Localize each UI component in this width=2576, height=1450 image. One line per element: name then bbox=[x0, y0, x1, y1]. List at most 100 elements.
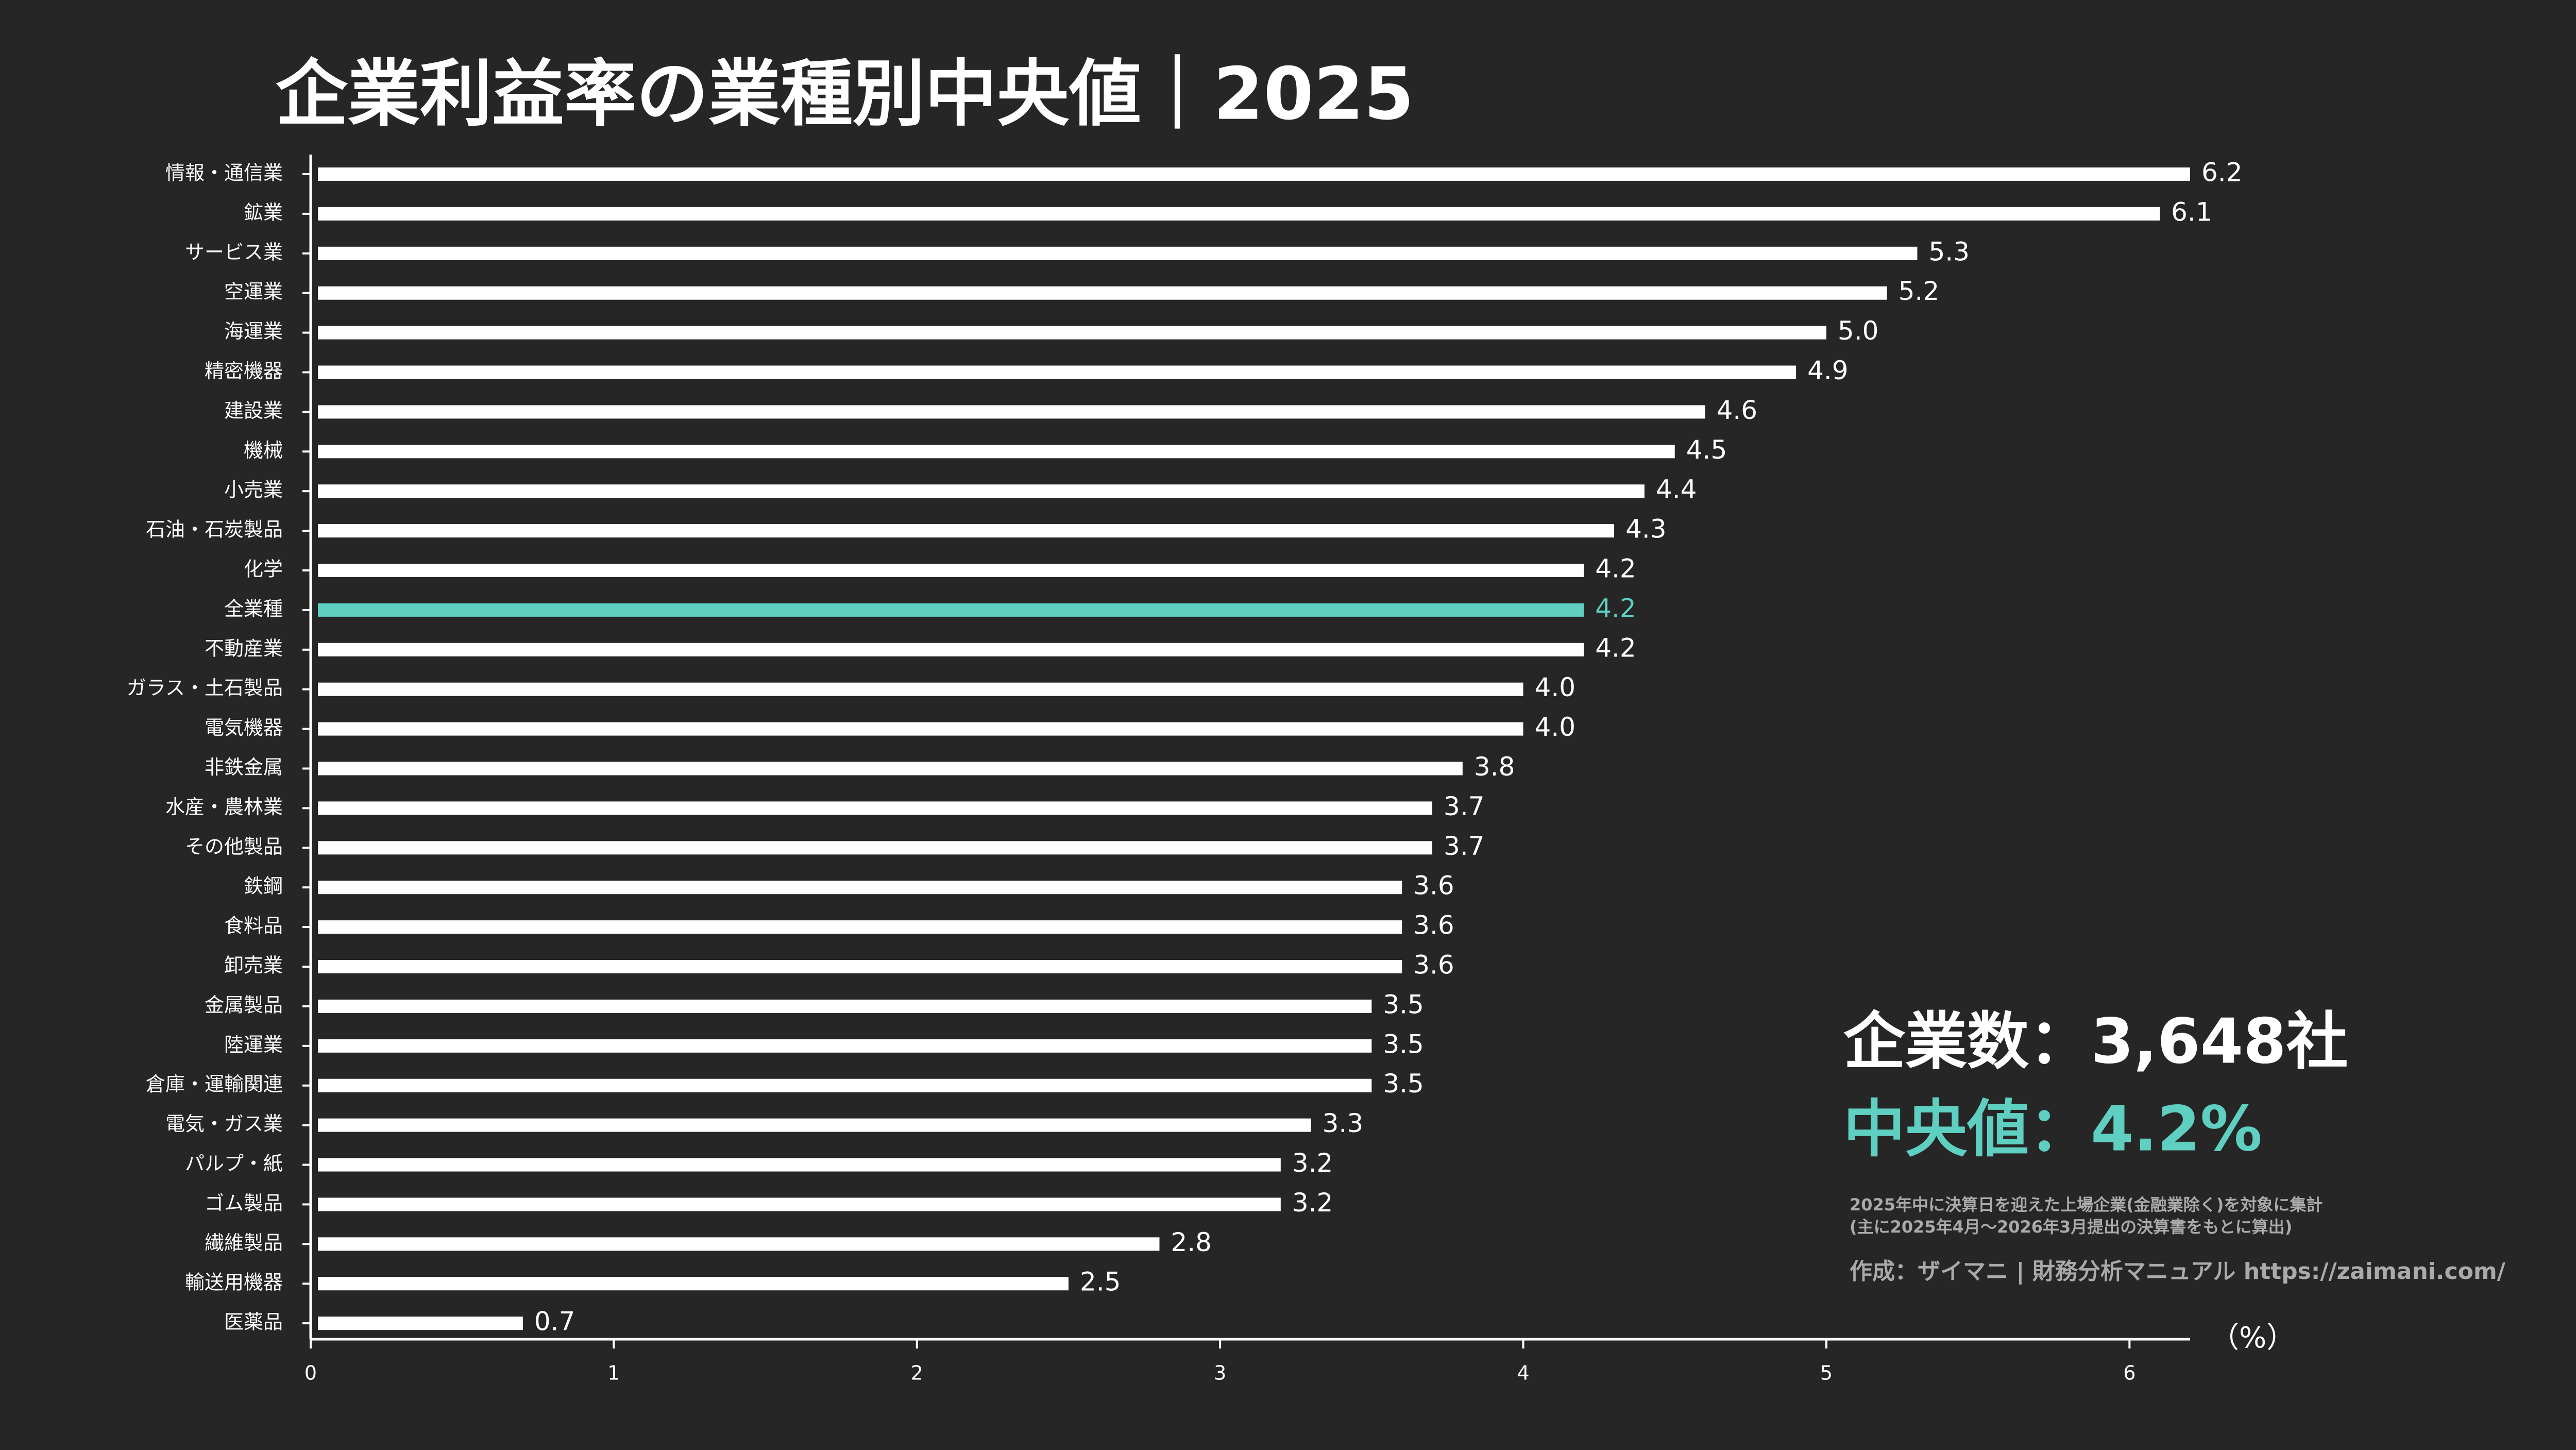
median-note: 中央値：4.2% bbox=[1843, 1094, 2262, 1166]
value-label: 4.2 bbox=[1595, 633, 1636, 663]
category-label: 水産・農林業 bbox=[165, 796, 283, 818]
bar bbox=[318, 207, 2160, 221]
chart-title: 企業利益率の業種別中央値｜2025 bbox=[276, 53, 1414, 137]
category-label: 精密機器 bbox=[205, 360, 283, 382]
bar bbox=[318, 1317, 523, 1330]
category-label: 全業種 bbox=[224, 597, 283, 620]
bar bbox=[318, 326, 1826, 340]
value-label: 4.0 bbox=[1535, 712, 1576, 742]
value-label: 3.5 bbox=[1383, 1029, 1424, 1059]
value-label: 3.6 bbox=[1413, 911, 1454, 940]
value-label: 4.4 bbox=[1656, 475, 1697, 504]
bar bbox=[318, 801, 1433, 815]
bar bbox=[318, 167, 2190, 181]
value-label: 3.5 bbox=[1383, 989, 1424, 1019]
x-tick-label: 3 bbox=[1214, 1362, 1226, 1385]
category-label: 繊維製品 bbox=[205, 1232, 283, 1254]
category-label: 医薬品 bbox=[224, 1311, 283, 1334]
category-label: 倉庫・運輸関連 bbox=[146, 1073, 283, 1095]
value-label: 6.1 bbox=[2171, 197, 2212, 227]
bar bbox=[318, 1039, 1372, 1053]
category-label: 鉱業 bbox=[244, 201, 283, 224]
value-label: 3.6 bbox=[1413, 871, 1454, 901]
value-label: 6.2 bbox=[2201, 158, 2243, 188]
bar bbox=[318, 999, 1372, 1013]
category-label: 食料品 bbox=[224, 915, 283, 937]
bar bbox=[318, 365, 1797, 379]
category-label: 陸運業 bbox=[224, 1033, 283, 1056]
bar bbox=[318, 1078, 1372, 1092]
category-label: 海運業 bbox=[224, 320, 283, 343]
category-label: 電気機器 bbox=[205, 716, 283, 739]
category-label: 空運業 bbox=[224, 280, 283, 303]
bar bbox=[318, 1277, 1069, 1291]
bar bbox=[318, 881, 1402, 895]
bar bbox=[318, 682, 1523, 696]
category-label: ガラス・土石製品 bbox=[127, 677, 283, 699]
value-label: 3.7 bbox=[1444, 791, 1485, 821]
value-label: 3.2 bbox=[1292, 1148, 1333, 1178]
bar bbox=[318, 762, 1463, 775]
category-label: 建設業 bbox=[224, 399, 283, 422]
bar bbox=[318, 484, 1645, 498]
category-label: 小売業 bbox=[224, 479, 283, 501]
bar bbox=[318, 286, 1887, 300]
value-label: 3.7 bbox=[1444, 831, 1485, 861]
category-label: 鉄鋼 bbox=[244, 875, 283, 898]
value-label: 3.5 bbox=[1383, 1069, 1424, 1099]
x-axis-unit: （%） bbox=[2210, 1321, 2295, 1355]
bar bbox=[318, 920, 1402, 934]
bar bbox=[318, 603, 1584, 617]
x-tick-label: 1 bbox=[607, 1362, 620, 1385]
value-label: 4.6 bbox=[1717, 395, 1758, 425]
x-tick-label: 0 bbox=[304, 1362, 317, 1385]
note: (主に2025年4月～2026年3月提出の決算書をもとに算出) bbox=[1850, 1217, 2292, 1237]
bar bbox=[318, 524, 1615, 538]
bar bbox=[318, 960, 1402, 973]
category-label: 化学 bbox=[244, 558, 283, 581]
category-label: ゴム製品 bbox=[205, 1192, 283, 1215]
bar bbox=[318, 445, 1675, 459]
credit: 作成：ザイマニ | 財務分析マニュアル https://zaimani.com/ bbox=[1850, 1258, 2506, 1285]
category-label: 不動産業 bbox=[205, 637, 283, 660]
category-label: その他製品 bbox=[185, 835, 283, 858]
x-tick-label: 4 bbox=[1517, 1362, 1529, 1385]
category-label: 非鉄金属 bbox=[205, 756, 283, 779]
note: 2025年中に決算日を迎えた上場企業(金融業除く)を対象に集計 bbox=[1850, 1195, 2323, 1215]
category-label: 卸売業 bbox=[224, 954, 283, 977]
category-label: パルプ・紙 bbox=[185, 1152, 283, 1175]
category-label: 金属製品 bbox=[205, 993, 283, 1016]
value-label: 3.3 bbox=[1323, 1108, 1364, 1138]
value-label: 5.0 bbox=[1838, 316, 1879, 346]
value-label: 4.9 bbox=[1807, 356, 1849, 385]
value-label: 2.8 bbox=[1171, 1227, 1212, 1257]
x-tick-label: 5 bbox=[1820, 1362, 1833, 1385]
value-label: 4.5 bbox=[1686, 435, 1727, 465]
value-label: 4.3 bbox=[1625, 514, 1667, 544]
company-count: 企業数：3,648社 bbox=[1843, 1006, 2348, 1078]
value-label: 4.0 bbox=[1535, 672, 1576, 702]
x-tick-label: 6 bbox=[2123, 1362, 2136, 1385]
bar bbox=[318, 1118, 1311, 1132]
value-label: 0.7 bbox=[534, 1307, 575, 1337]
x-tick-label: 2 bbox=[911, 1362, 923, 1385]
value-label: 3.2 bbox=[1292, 1188, 1333, 1218]
bar bbox=[318, 643, 1584, 656]
bar bbox=[318, 722, 1523, 736]
bar bbox=[318, 1198, 1281, 1211]
category-label: サービス業 bbox=[185, 241, 283, 263]
category-label: 輸送用機器 bbox=[185, 1271, 283, 1294]
category-label: 情報・通信業 bbox=[165, 162, 283, 184]
value-label: 4.2 bbox=[1595, 593, 1636, 623]
bar bbox=[318, 405, 1705, 419]
value-label: 3.6 bbox=[1413, 950, 1454, 980]
value-label: 5.3 bbox=[1928, 237, 1970, 266]
bar bbox=[318, 564, 1584, 577]
category-label: 機械 bbox=[244, 439, 283, 462]
value-label: 4.2 bbox=[1595, 554, 1636, 584]
category-label: 石油・石炭製品 bbox=[146, 518, 283, 541]
value-label: 5.2 bbox=[1899, 276, 1940, 306]
bar bbox=[318, 841, 1433, 855]
category-label: 電気・ガス業 bbox=[165, 1112, 283, 1135]
